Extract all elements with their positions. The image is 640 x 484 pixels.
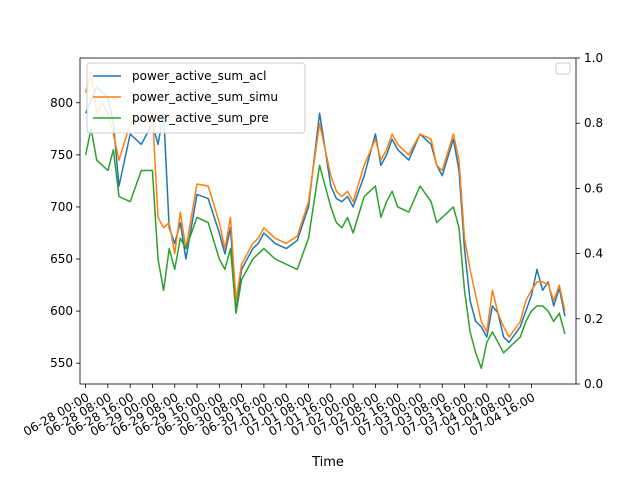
legend-label: power_active_sum_acl	[132, 69, 266, 83]
y-left-tick-label: 750	[50, 148, 73, 162]
legend: power_active_sum_acl power_active_sum_sim…	[86, 62, 306, 134]
y-right-tick-label: 0.6	[584, 181, 603, 195]
legend-label: power_active_sum_pre	[132, 111, 269, 125]
legend-label: power_active_sum_simu	[132, 90, 278, 104]
y-right-tick-label: 0.0	[584, 377, 603, 391]
legend-empty-secondary	[555, 62, 571, 75]
plot-area	[79, 57, 577, 385]
y-right-tick-label: 1.0	[584, 51, 603, 65]
y-right-tick-label: 0.4	[584, 247, 603, 261]
y-right-tick-label: 0.2	[584, 312, 603, 326]
y-axis-right-ticks: 0.0 0.2 0.4 0.6 0.8 1.0	[576, 51, 603, 391]
axes-frame	[79, 57, 577, 385]
y-axis-left-ticks: 550 600 650 700 750 800	[50, 96, 80, 370]
y-left-tick-label: 600	[50, 304, 73, 318]
y-left-tick-label: 800	[50, 96, 73, 110]
series-line-3	[84, 128, 566, 370]
y-left-tick-label: 700	[50, 200, 73, 214]
x-axis-label: Time	[311, 455, 344, 470]
legend-box	[86, 62, 306, 134]
series-line-2	[84, 70, 566, 338]
y-left-tick-label: 650	[50, 252, 73, 266]
y-right-tick-label: 0.8	[584, 116, 603, 130]
y-left-tick-label: 550	[50, 356, 73, 370]
